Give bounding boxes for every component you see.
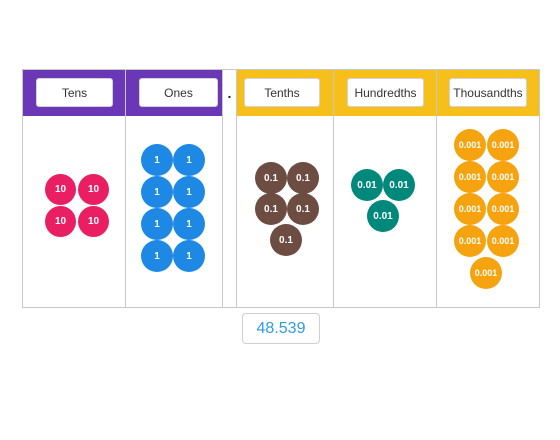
ones-disc[interactable]: 1 — [141, 176, 173, 208]
tenths-disc[interactable]: 0.1 — [287, 193, 319, 225]
number-readout: 48.539 — [242, 313, 320, 344]
thousandths-label: Thousandths — [449, 78, 527, 107]
ones-disc[interactable]: 1 — [173, 144, 205, 176]
tenths-disc[interactable]: 0.1 — [255, 162, 287, 194]
hundredths-header: Hundredths — [334, 70, 436, 116]
tenths-column: Tenths 0.1 0.1 0.1 0.1 0.1 — [237, 70, 334, 307]
tenths-area[interactable]: 0.1 0.1 0.1 0.1 0.1 — [237, 116, 333, 307]
thousandths-header: Thousandths — [437, 70, 539, 116]
hundredths-disc[interactable]: 0.01 — [383, 169, 415, 201]
ones-disc[interactable]: 1 — [173, 176, 205, 208]
tenths-header: Tenths — [237, 70, 333, 116]
ones-area[interactable]: 1 1 1 1 1 1 1 1 — [126, 116, 222, 307]
ones-disc[interactable]: 1 — [173, 208, 205, 240]
ones-disc[interactable]: 1 — [141, 240, 173, 272]
tens-label: Tens — [36, 78, 113, 107]
thousandths-disc[interactable]: 0.001 — [487, 129, 519, 161]
thousandths-disc[interactable]: 0.001 — [454, 193, 486, 225]
thousandths-disc[interactable]: 0.001 — [487, 225, 519, 257]
tenths-disc[interactable]: 0.1 — [255, 193, 287, 225]
ones-label: Ones — [139, 78, 218, 107]
tens-disc[interactable]: 10 — [78, 174, 109, 205]
tenths-disc[interactable]: 0.1 — [270, 224, 302, 256]
tens-area[interactable]: 10 10 10 10 — [23, 116, 125, 307]
ones-disc[interactable]: 1 — [141, 208, 173, 240]
tens-disc[interactable]: 10 — [78, 206, 109, 237]
thousandths-column: Thousandths 0.001 0.001 0.001 0.001 0.00… — [437, 70, 539, 307]
place-value-chart: Tens 10 10 10 10 Ones 1 1 1 1 1 1 1 1 . — [22, 69, 540, 308]
ones-header: Ones — [126, 70, 222, 116]
ones-column: Ones 1 1 1 1 1 1 1 1 — [126, 70, 223, 307]
thousandths-disc[interactable]: 0.001 — [454, 161, 486, 193]
hundredths-disc[interactable]: 0.01 — [367, 200, 399, 232]
tenths-disc[interactable]: 0.1 — [287, 162, 319, 194]
decimal-point-column: . — [223, 70, 237, 307]
ones-disc[interactable]: 1 — [141, 144, 173, 176]
thousandths-disc[interactable]: 0.001 — [487, 161, 519, 193]
thousandths-disc[interactable]: 0.001 — [454, 225, 486, 257]
hundredths-disc[interactable]: 0.01 — [351, 169, 383, 201]
decimal-point-header: . — [223, 70, 236, 116]
hundredths-column: Hundredths 0.01 0.01 0.01 — [334, 70, 437, 307]
tens-header: Tens — [23, 70, 125, 116]
hundredths-area[interactable]: 0.01 0.01 0.01 — [334, 116, 436, 307]
tens-column: Tens 10 10 10 10 — [23, 70, 126, 307]
hundredths-label: Hundredths — [347, 78, 424, 107]
tenths-label: Tenths — [244, 78, 320, 107]
tens-disc[interactable]: 10 — [45, 174, 76, 205]
tens-disc[interactable]: 10 — [45, 206, 76, 237]
decimal-point: . — [227, 85, 232, 101]
thousandths-disc[interactable]: 0.001 — [470, 257, 502, 289]
thousandths-area[interactable]: 0.001 0.001 0.001 0.001 0.001 0.001 0.00… — [437, 116, 539, 307]
ones-disc[interactable]: 1 — [173, 240, 205, 272]
thousandths-disc[interactable]: 0.001 — [487, 193, 519, 225]
thousandths-disc[interactable]: 0.001 — [454, 129, 486, 161]
